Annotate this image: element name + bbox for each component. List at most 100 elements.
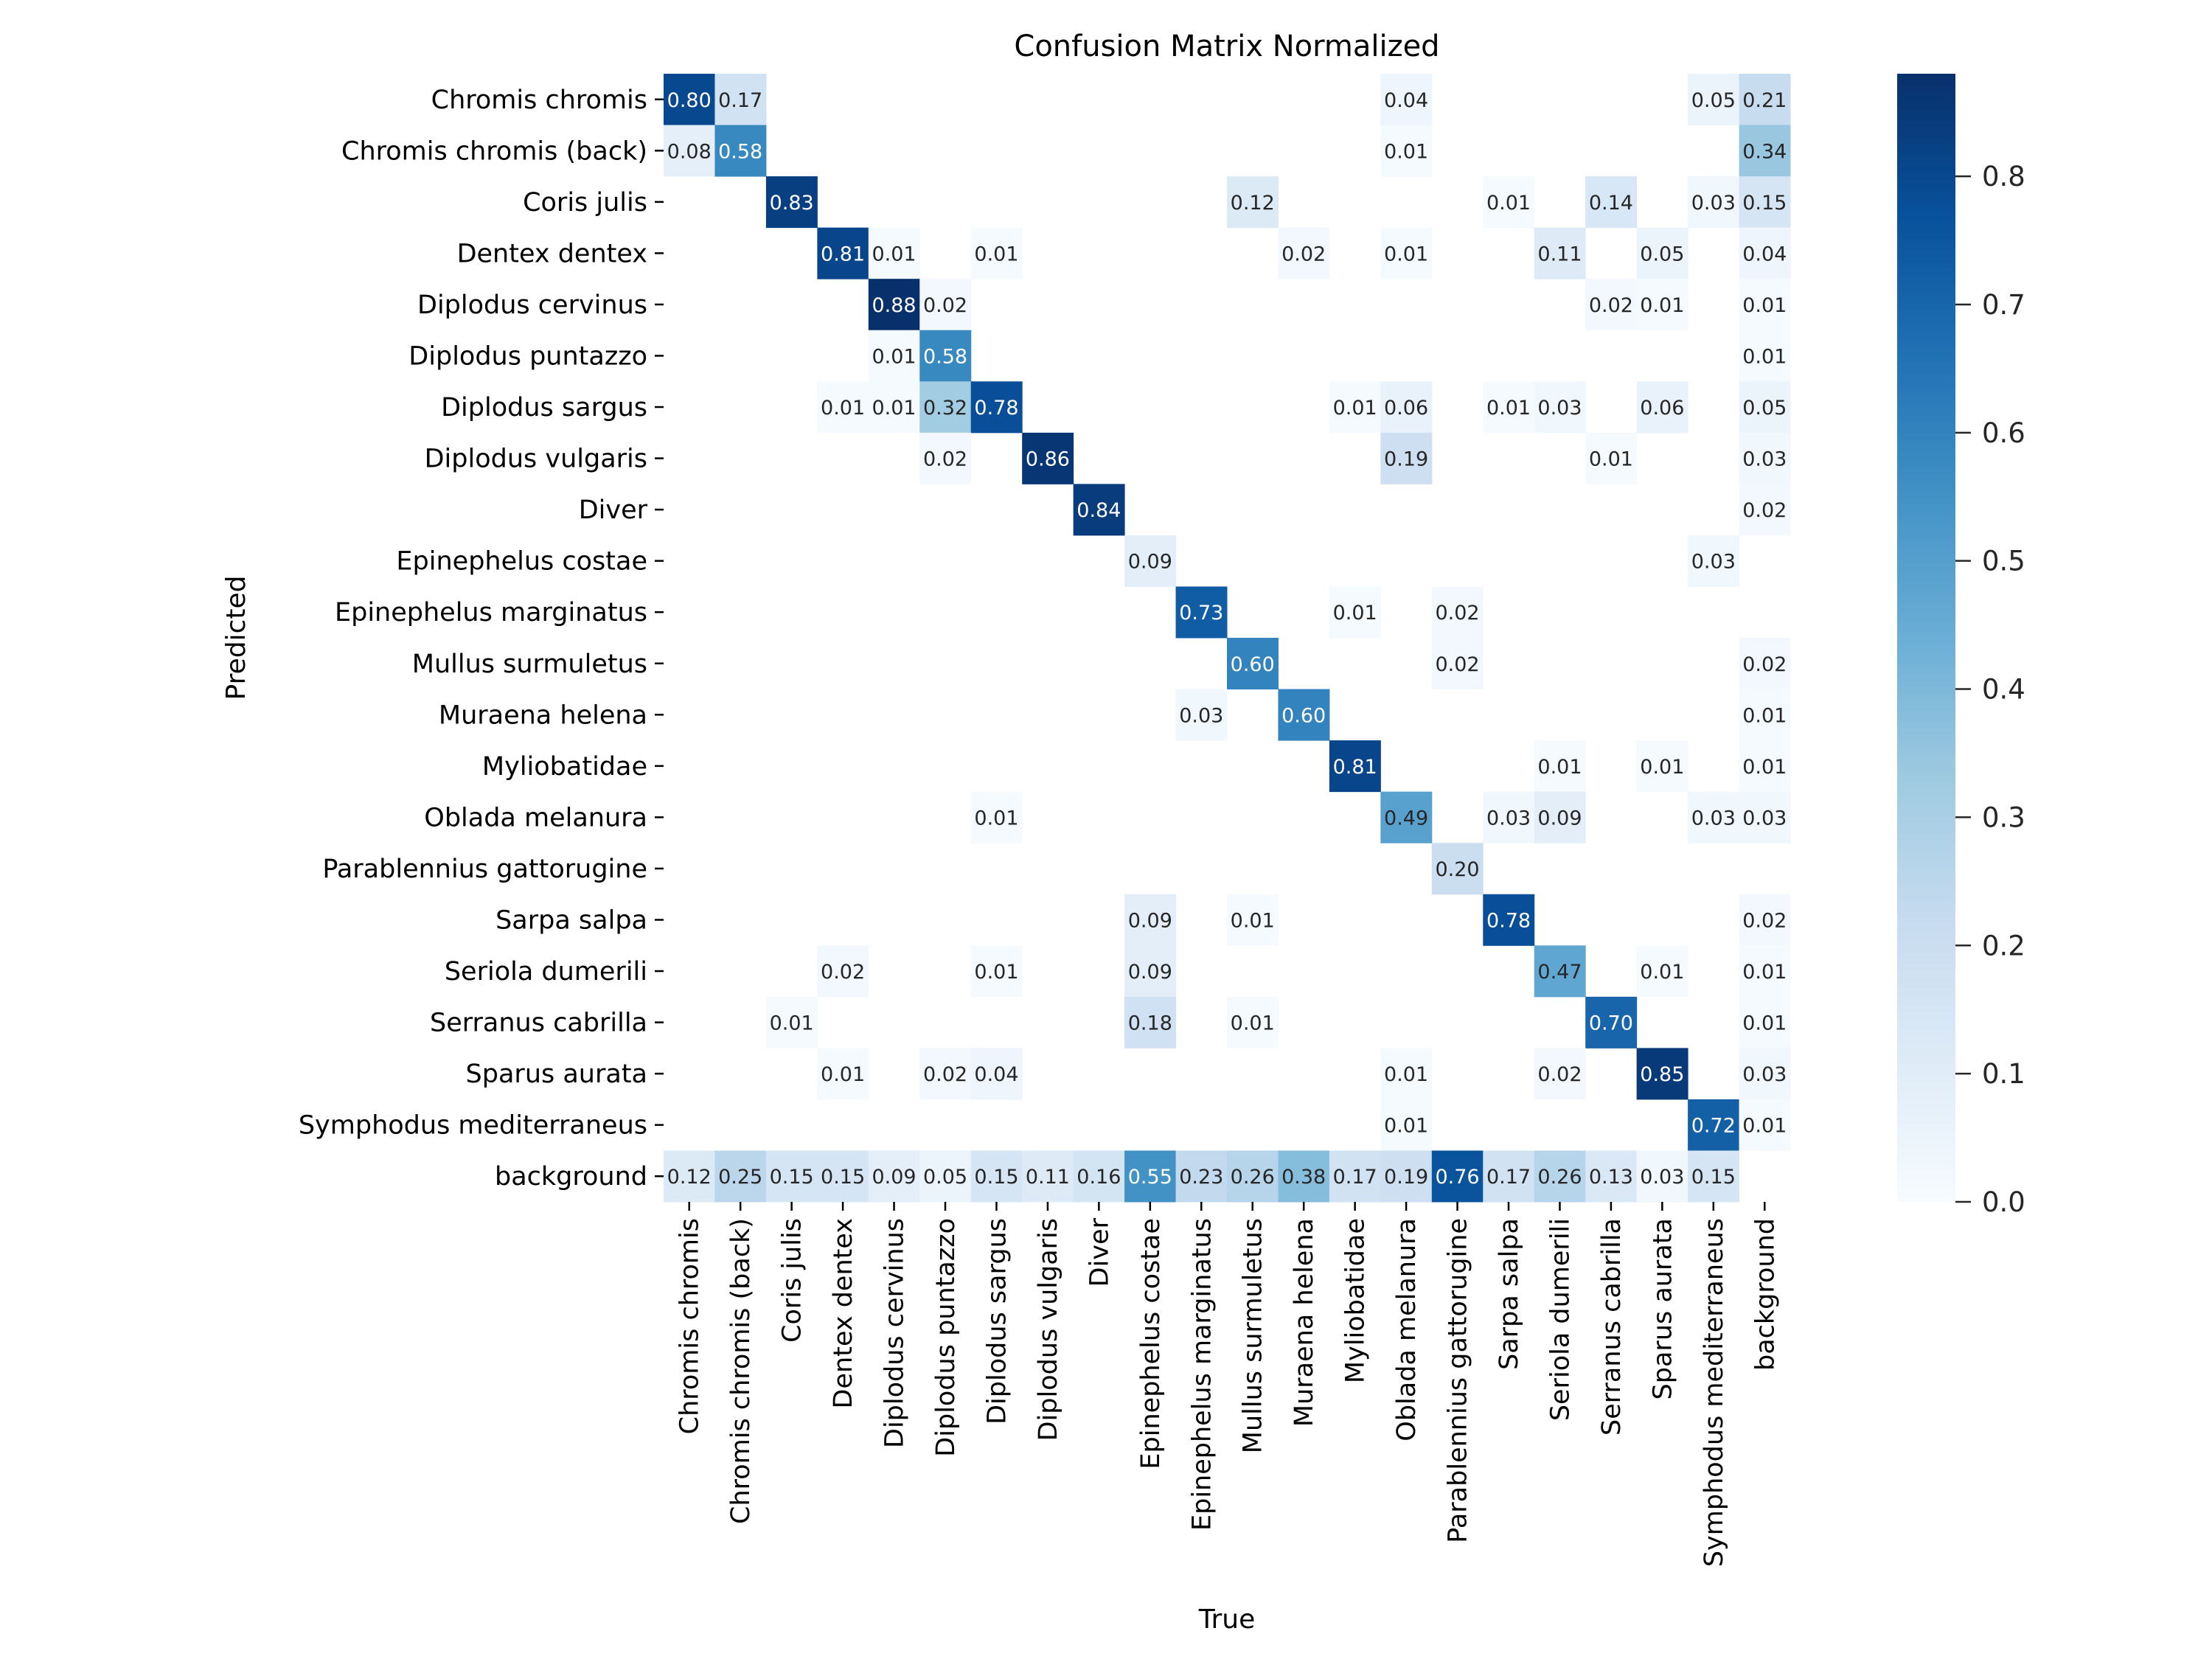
cell-value-label: 0.15 [770,1166,814,1189]
heatmap-cell [714,74,767,126]
heatmap-cell [868,227,920,279]
cell-value-label: 0.02 [1742,910,1787,933]
heatmap-cell [1739,279,1791,331]
cell-value-label: 0.01 [872,397,916,420]
heatmap-cell [1739,125,1791,177]
y-tick-label: Diplodus vulgaris [425,445,647,474]
heatmap-cell [1124,945,1177,998]
cell-value-label: 0.20 [1435,858,1479,881]
cell-value-label: 0.73 [1179,602,1223,625]
heatmap-cell [1227,894,1279,946]
heatmap-cell [1739,484,1791,536]
cell-value-label: 0.09 [1128,551,1172,574]
heatmap-cell [1278,689,1330,741]
colorbar-tick-label: 0.8 [1982,161,2025,192]
cell-value-label: 0.38 [1281,1166,1326,1189]
x-tick-label: Diplodus vulgaris [1034,1218,1063,1441]
heatmap-cell [664,74,715,126]
cell-value-label: 0.01 [821,1063,865,1086]
heatmap-cell [817,945,869,998]
cell-value-label: 0.01 [1486,192,1531,215]
heatmap-cell [1227,1150,1279,1203]
heatmap-cell [919,279,972,331]
y-tick-label: Coris julis [523,188,647,218]
heatmap-cell [1585,176,1638,229]
colorbar [1897,74,1955,1202]
cell-value-label: 0.26 [1231,1166,1275,1189]
cell-value-label: 0.02 [1281,243,1326,265]
cell-value-label: 0.03 [1691,551,1736,574]
cell-value-label: 0.04 [974,1063,1018,1086]
heatmap-cell [1739,740,1791,793]
heatmap-cell [1688,535,1740,587]
y-tick-label: Symphodus mediterraneus [299,1111,647,1141]
heatmap-cell [1534,227,1586,279]
heatmap-cell [1739,1099,1791,1151]
heatmap-cell [1688,74,1740,126]
chart-title: Confusion Matrix Normalized [1014,29,1439,63]
heatmap-cell [1739,791,1791,844]
heatmap-cell [1636,1048,1688,1100]
cell-value-label: 0.01 [1742,704,1787,727]
x-tick-label: Oblada melanura [1392,1218,1422,1441]
heatmap-cell [1380,381,1433,434]
heatmap-cell [1022,432,1074,484]
x-tick-label: Chromis chromis [675,1218,705,1434]
heatmap-cell [1636,381,1688,434]
heatmap-cell [1329,740,1381,793]
x-tick-label: Chromis chromis (back) [726,1218,756,1524]
x-tick-label: Myliobatidae [1341,1218,1371,1383]
heatmap-cell [1124,996,1177,1048]
cell-value-label: 0.01 [1640,961,1684,984]
cell-value-label: 0.16 [1077,1166,1121,1189]
heatmap-cell [1688,791,1740,844]
cell-value-label: 0.01 [872,243,916,265]
heatmap-cell [1739,894,1791,946]
heatmap-cell [970,1150,1023,1203]
heatmap-cell [1073,1150,1125,1203]
y-tick-label: Oblada melanura [424,803,647,832]
x-tick-label: Seriola dumerili [1545,1218,1575,1421]
heatmap-cell [919,1048,972,1100]
y-tick-label: Diplodus sargus [441,393,647,422]
cell-value-label: 0.01 [1742,961,1787,984]
cell-value-label: 0.21 [1742,89,1787,112]
cell-value-label: 0.81 [821,243,865,265]
cell-value-label: 0.72 [1691,1115,1736,1138]
heatmap-cell [765,176,818,229]
cell-value-label: 0.09 [1128,910,1172,933]
x-axis-ticks: Chromis chromis Chromis chromis (back) Cor… [675,1202,1780,1567]
cell-value-label: 0.01 [1742,294,1787,317]
heatmap-cell [1534,1048,1586,1100]
y-tick-label: Chromis chromis [431,86,647,115]
heatmap-cell [1175,1150,1228,1203]
cell-value-label: 0.84 [1077,499,1121,522]
cell-value-label: 0.70 [1589,1012,1633,1035]
y-tick-label: Sarpa salpa [495,906,647,936]
heatmap-cell [1739,227,1791,279]
cell-value-label: 0.02 [1435,653,1479,676]
heatmap-cell [714,1150,767,1203]
heatmap-cell [1124,535,1177,587]
x-tick-label: Epinephelus marginatus [1187,1218,1217,1531]
y-axis-label: Predicted [221,576,251,700]
cell-value-label: 0.01 [1384,1115,1428,1138]
cell-value-label: 0.15 [1691,1166,1736,1189]
heatmap-cell [817,1150,869,1203]
cell-value-label: 0.03 [1640,1166,1684,1189]
heatmap-cell-labels: 0.80 0.17 0.04 0.05 0.21 0.08 0.58 0.01 0.34 0.83… [667,89,1787,1189]
cell-value-label: 0.11 [1026,1166,1070,1189]
y-tick-label: Serranus cabrilla [430,1009,647,1038]
cell-value-label: 0.01 [1742,1012,1787,1035]
colorbar-tick-label: 0.2 [1982,930,2025,961]
heatmap-cell [1739,176,1791,229]
heatmap-cell [817,381,869,434]
cell-value-label: 0.03 [1691,192,1736,215]
heatmap-cell [1636,227,1688,279]
colorbar-tick-label: 0.5 [1982,546,2025,577]
heatmap-cell [1688,176,1740,229]
cell-value-label: 0.55 [1128,1166,1172,1189]
cell-value-label: 0.06 [1384,397,1428,420]
x-tick-label: Dentex dentex [829,1218,858,1408]
